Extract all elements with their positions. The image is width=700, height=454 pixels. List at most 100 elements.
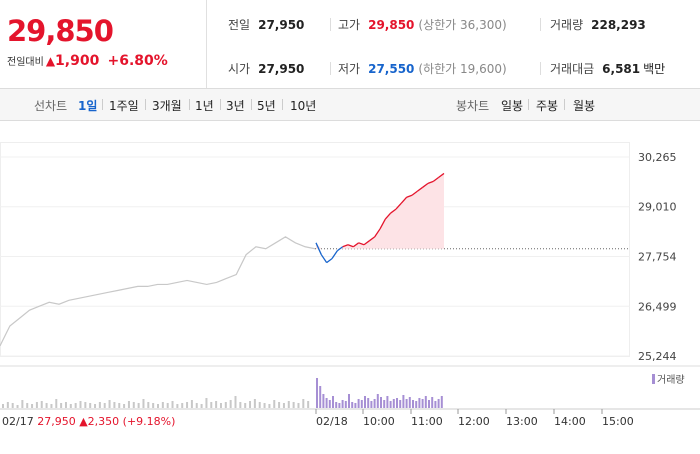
divider (282, 99, 283, 110)
prev-close: 전일 27,950 (228, 16, 304, 33)
today-line-segment (411, 190, 418, 196)
volume-bar-today (434, 401, 437, 408)
change-label: 전일대비 (7, 57, 44, 68)
prev-close-label: 전일 (228, 18, 251, 32)
volume-bar-prev (21, 400, 24, 408)
today-line-segment (331, 250, 338, 260)
volume-bar-prev (302, 399, 305, 408)
period-1w[interactable]: 1주일 (109, 99, 139, 113)
volume-bar-today (319, 386, 322, 408)
volume-bar-prev (287, 401, 290, 408)
today-line-segment (336, 246, 344, 252)
today-line-segment (320, 254, 328, 263)
price-chart[interactable]: 30,265 29,010 27,754 26,499 25,244 거래량 02/18 10… (0, 120, 700, 450)
today-line-segment (438, 172, 445, 178)
volume-bar-prev (123, 404, 126, 408)
volume-bar-today (405, 399, 408, 408)
period-3m[interactable]: 3개월 (152, 99, 182, 113)
prev-day-info: 02/17 27,950 ▲2,350 (+9.18%) (2, 415, 175, 428)
volume-bar-prev (79, 401, 82, 408)
period-3y[interactable]: 3년 (226, 99, 245, 113)
x-tick-label: 14:00 (554, 415, 586, 428)
volume-bar-prev (282, 403, 285, 408)
volume-bar-prev (84, 402, 87, 408)
volume-bar-prev (2, 404, 4, 408)
period-5y[interactable]: 5년 (257, 99, 276, 113)
volume-bar-prev (171, 401, 174, 408)
volume-bar-prev (224, 402, 227, 408)
volume-bar-today (437, 399, 440, 408)
today-line-segment (384, 212, 392, 220)
volume-bar-prev (108, 400, 111, 408)
today-line-segment (342, 244, 349, 248)
x-tick-label: 15:00 (602, 415, 634, 428)
plot-frame (0, 142, 630, 357)
volume-bar-today (322, 394, 325, 408)
prev-day-date: 02/17 (2, 415, 37, 428)
trade-value: 거래대금 6,581 백만 (550, 60, 665, 77)
volume-bar-prev (127, 401, 130, 408)
volume-bar-today (348, 394, 350, 408)
volume-bar-prev (176, 404, 179, 408)
volume-bar-prev (249, 401, 252, 408)
volume-bar-prev (89, 403, 92, 408)
volume-bar-today (325, 398, 328, 408)
volume-bar-today (367, 398, 370, 408)
volume-bar-today (396, 398, 398, 408)
today-line-segment (358, 242, 365, 246)
volume-bar-prev (64, 402, 67, 408)
prev-close-value: 27,950 (258, 18, 305, 32)
high-label: 고가 (338, 18, 361, 32)
volume-bar-prev (113, 402, 116, 408)
volume-bar-prev (229, 400, 232, 408)
volume-bar-today (357, 399, 360, 408)
period-1d[interactable]: 1일 (78, 99, 98, 113)
today-line-segment (347, 244, 354, 248)
volume-bar-today (389, 401, 392, 408)
volume-bar-today (402, 395, 405, 408)
volume-bar-today (383, 400, 386, 408)
volume-bar-prev (253, 399, 256, 408)
volume-bar-prev (16, 405, 19, 408)
volume-bar-prev (11, 403, 14, 408)
prev-day-close: 27,950 (37, 415, 79, 428)
price-summary: 29,850 전일대비 ▲1,900 +6.80% 전일 27,950 시가 27,9… (0, 0, 700, 88)
volume-bar-prev (69, 404, 72, 408)
volume-bar-today (364, 396, 366, 408)
period-10y[interactable]: 10년 (290, 99, 317, 113)
today-line-segment (432, 176, 440, 182)
volume-bar-prev (234, 396, 237, 408)
volume-bar-prev (297, 403, 300, 408)
today-line-segment (315, 242, 322, 255)
y-tick-label: 27,754 (638, 251, 677, 264)
candle-daily[interactable]: 일봉 (501, 99, 524, 113)
volume-bar-prev (31, 404, 34, 408)
volume-bar-prev (200, 404, 203, 408)
volume-bar-prev (98, 402, 101, 408)
volume-value: 228,293 (591, 18, 646, 32)
high-price: 고가 29,850 (상한가 36,300) (338, 16, 507, 33)
volume-bar-prev (186, 402, 189, 408)
volume-bar-prev (55, 399, 58, 408)
today-line-segment (363, 240, 370, 246)
volume-bar-prev (40, 401, 43, 408)
low-label: 저가 (338, 62, 361, 76)
current-price-box: 29,850 전일대비 ▲1,900 +6.80% (0, 0, 206, 88)
today-line-segment (374, 228, 381, 238)
volume-bar-prev (132, 402, 135, 408)
volume-bar-prev (161, 402, 164, 408)
volume-bar-prev (137, 403, 140, 408)
volume-bar-prev (210, 402, 213, 408)
volume-bar-today (341, 400, 344, 408)
candle-weekly[interactable]: 주봉 (536, 99, 559, 113)
today-line-segment (427, 180, 434, 184)
volume-bar-prev (181, 403, 184, 408)
volume-bar-prev (205, 398, 208, 408)
candle-monthly[interactable]: 월봉 (573, 99, 596, 113)
volume-bar-today (431, 397, 434, 408)
volume-bar-prev (60, 403, 63, 408)
divider (528, 99, 529, 110)
volume-bar-prev (103, 403, 106, 408)
volume-bar-today (332, 396, 334, 408)
period-1y[interactable]: 1년 (195, 99, 214, 113)
